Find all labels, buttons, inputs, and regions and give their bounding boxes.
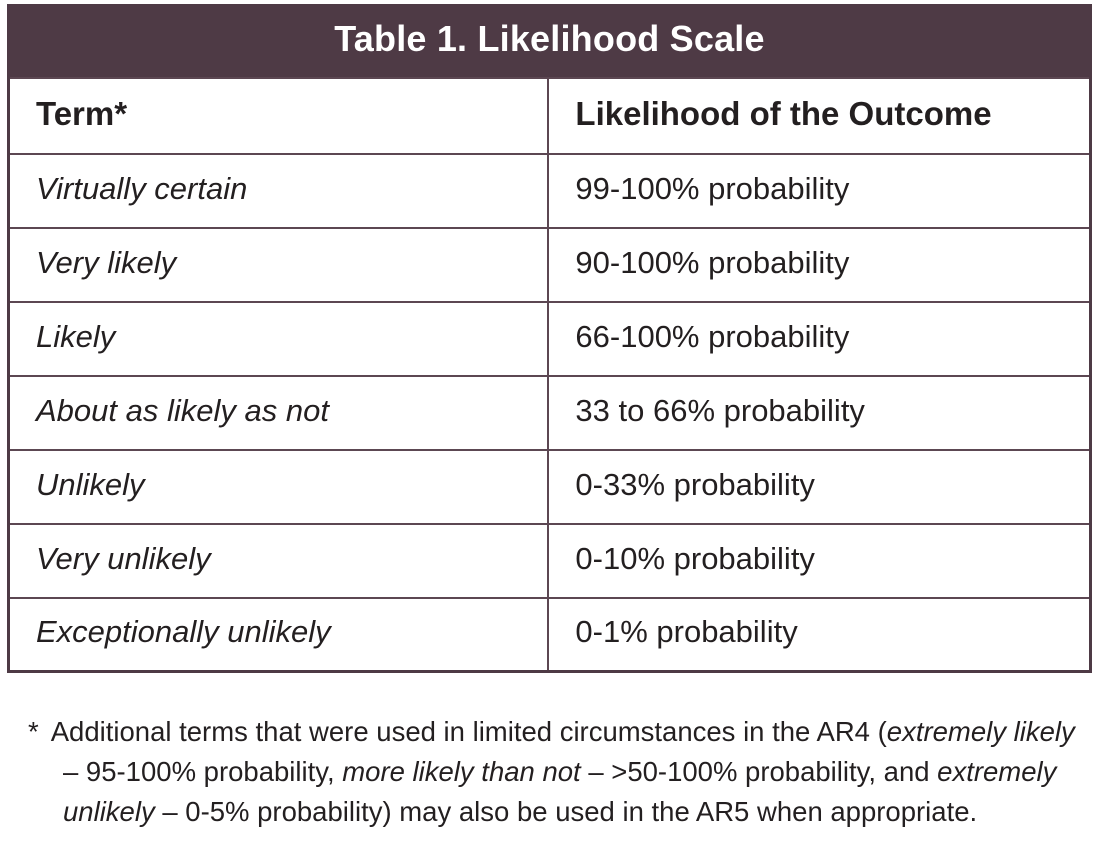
table-title: Table 1. Likelihood Scale [8, 5, 1091, 78]
table-header-row: Term* Likelihood of the Outcome [7, 76, 1092, 155]
column-header-term: Term* [7, 76, 550, 155]
table-row: Unlikely 0-33% probability [7, 448, 1092, 525]
table-row: Likely 66-100% probability [7, 300, 1092, 377]
footnote-text: Additional terms that were used in limit… [50, 716, 1075, 827]
likelihood-cell: 90-100% probability [547, 226, 1092, 303]
table-row: Exceptionally unlikely 0-1% probability [7, 596, 1092, 673]
column-header-likelihood: Likelihood of the Outcome [547, 76, 1092, 155]
term-cell: About as likely as not [7, 374, 550, 451]
term-cell: Virtually certain [7, 152, 550, 229]
term-cell: Unlikely [7, 448, 550, 525]
table-row: About as likely as not 33 to 66% probabi… [7, 374, 1092, 451]
table-row: Virtually certain 99-100% probability [7, 152, 1092, 229]
likelihood-cell: 33 to 66% probability [547, 374, 1092, 451]
likelihood-cell: 66-100% probability [547, 300, 1092, 377]
table-row: Very unlikely 0-10% probability [7, 522, 1092, 599]
table-title-row: Table 1. Likelihood Scale [8, 5, 1091, 78]
term-cell: Likely [7, 300, 550, 377]
table-row: Very likely 90-100% probability [7, 226, 1092, 303]
likelihood-cell: 99-100% probability [547, 152, 1092, 229]
term-cell: Very unlikely [7, 522, 550, 599]
footnote: * Additional terms that were used in limi… [10, 712, 1085, 832]
footnote-marker: * [28, 716, 39, 747]
likelihood-cell: 0-33% probability [547, 448, 1092, 525]
likelihood-cell: 0-1% probability [547, 596, 1092, 673]
likelihood-scale-table: Table 1. Likelihood Scale Term* Likeliho… [7, 4, 1092, 673]
term-cell: Exceptionally unlikely [7, 596, 550, 673]
term-cell: Very likely [7, 226, 550, 303]
likelihood-cell: 0-10% probability [547, 522, 1092, 599]
